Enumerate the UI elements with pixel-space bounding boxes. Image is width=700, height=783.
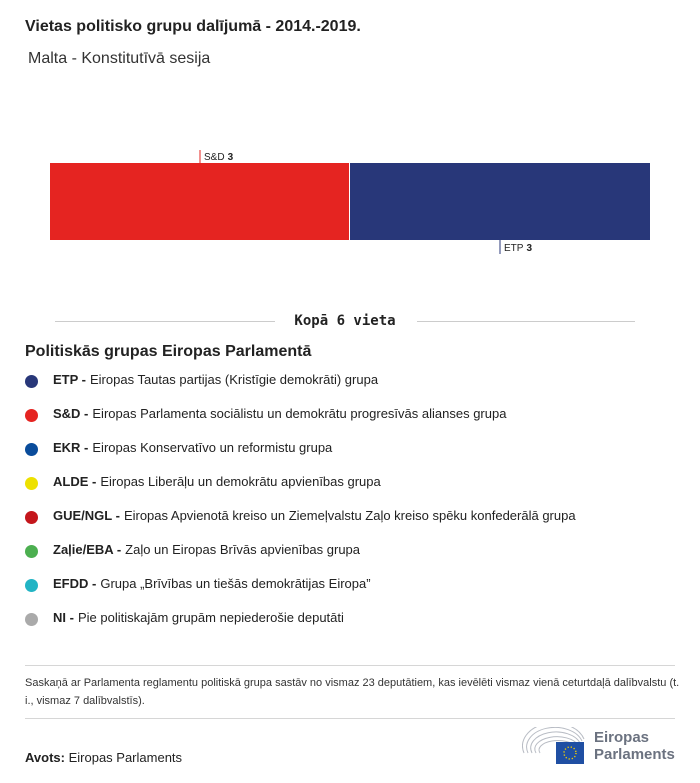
- legend-name: Eiropas Parlamenta sociālistu un demokrā…: [92, 406, 507, 421]
- total-seats: Kopā 6 vieta: [55, 312, 635, 332]
- data-label-value: 3: [526, 243, 532, 254]
- legend-item: NI - Pie politiskajām grupām nepiederošie…: [25, 610, 576, 644]
- hemicycle-icon: [522, 722, 585, 764]
- legend-dot-icon: [25, 613, 38, 626]
- ep-logo: Eiropas Parlaments: [522, 722, 682, 767]
- legend-item: ALDE - Eiropas Liberāļu un demokrātu apvi…: [25, 474, 576, 508]
- bar-etp: [350, 163, 650, 240]
- legend-name: Pie politiskajām grupām nepiederošie dep…: [77, 610, 344, 625]
- legend-item: S&D - Eiropas Parlamenta sociālistu un de…: [25, 406, 576, 440]
- logo-text: Eiropas: [594, 729, 650, 746]
- chart-title: Vietas politisko grupu dalījumā - 2014.-…: [25, 18, 361, 35]
- legend-dot-icon: [25, 375, 38, 388]
- legend-abbr: EFDD -: [53, 576, 97, 591]
- legend-abbr: GUE/NGL -: [53, 508, 120, 523]
- chart-subtitle: Malta - Konstitutīvā sesija: [28, 50, 211, 67]
- source-label: Avots:: [25, 750, 65, 765]
- legend-name: Eiropas Tautas partijas (Kristīgie demok…: [90, 372, 379, 387]
- footnote: Saskaņā ar Parlamenta reglamentu politis…: [25, 677, 680, 707]
- data-label: ETP 3: [504, 243, 532, 254]
- legend-dot-icon: [25, 409, 38, 422]
- legend-abbr: EKR -: [53, 440, 89, 455]
- legend: ETP - Eiropas Tautas partijas (Kristīgie …: [25, 372, 576, 644]
- legend-dot-icon: [25, 545, 38, 558]
- source-value: Eiropas Parlaments: [68, 750, 183, 765]
- legend-abbr: ALDE -: [53, 474, 97, 489]
- data-label-category: S&D: [204, 152, 225, 163]
- divider: [25, 665, 675, 666]
- legend-item: GUE/NGL - Eiropas Apvienotā kreiso un Zie…: [25, 508, 576, 542]
- legend-name: Zaļo un Eiropas Brīvās apvienības grupa: [125, 542, 361, 557]
- legend-dot-icon: [25, 511, 38, 524]
- total-label: Kopā 6 vieta: [286, 313, 404, 329]
- divider: [417, 321, 635, 322]
- divider: [55, 321, 275, 322]
- data-label-category: ETP: [504, 243, 524, 254]
- legend-abbr: S&D -: [53, 406, 89, 421]
- source: Avots: Eiropas Parlaments: [25, 750, 182, 765]
- legend-dot-icon: [25, 579, 38, 592]
- eu-flag-icon: [556, 742, 584, 764]
- bar-sd: [50, 163, 349, 240]
- legend-item: ETP - Eiropas Tautas partijas (Kristīgie …: [25, 372, 576, 406]
- logo-text: Parlaments: [594, 746, 675, 763]
- legend-name: Eiropas Liberāļu un demokrātu apvienības…: [100, 474, 381, 489]
- legend-name: Eiropas Apvienotā kreiso un Ziemeļvalstu…: [123, 508, 576, 523]
- legend-title: Politiskās grupas Eiropas Parlamentā: [25, 343, 312, 360]
- divider: [25, 718, 675, 719]
- legend-abbr: Zaļie/EBA -: [53, 542, 122, 557]
- data-label: S&D 3: [204, 152, 234, 163]
- legend-item: EFDD - Grupa „Brīvības un tiešās demokrāt…: [25, 576, 576, 610]
- legend-name: Grupa „Brīvības un tiešās demokrātijas E…: [100, 576, 371, 591]
- legend-dot-icon: [25, 477, 38, 490]
- legend-abbr: ETP -: [53, 372, 86, 387]
- data-label-value: 3: [228, 152, 234, 163]
- legend-dot-icon: [25, 443, 38, 456]
- legend-abbr: NI -: [53, 610, 74, 625]
- legend-item: Zaļie/EBA - Zaļo un Eiropas Brīvās apvien…: [25, 542, 576, 576]
- legend-item: EKR - Eiropas Konservatīvo un reformistu …: [25, 440, 576, 474]
- legend-name: Eiropas Konservatīvo un reformistu grupa: [92, 440, 333, 455]
